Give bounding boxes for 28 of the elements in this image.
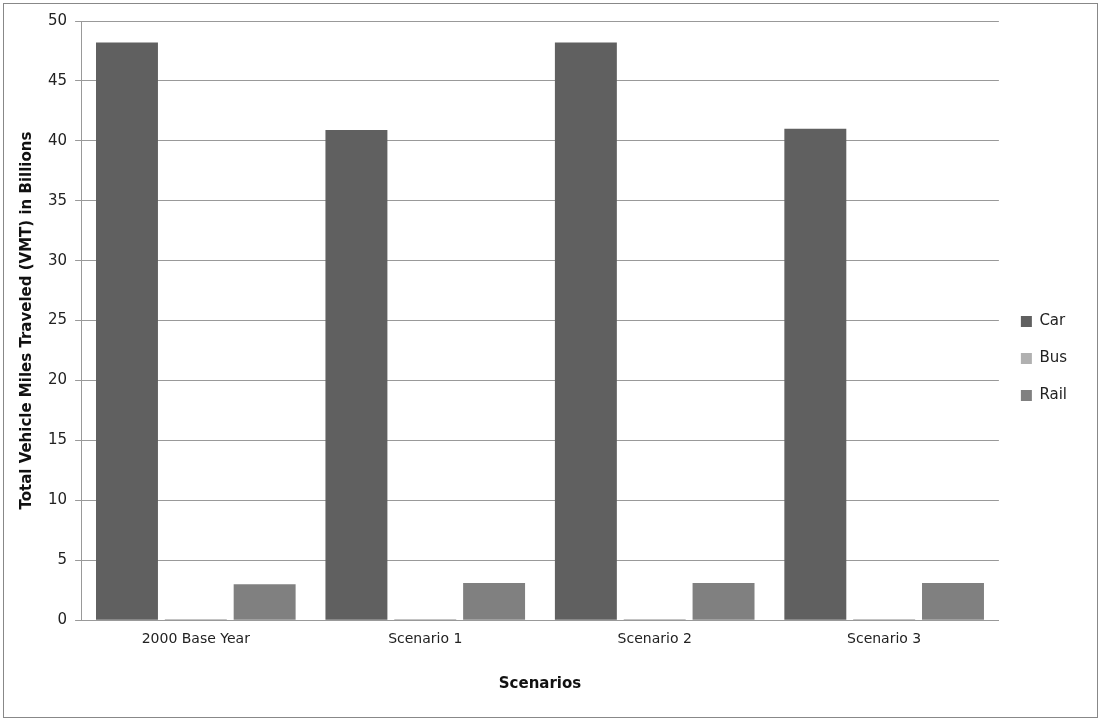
y-tick-label: 0	[57, 610, 68, 629]
legend-label: Rail	[1039, 385, 1068, 404]
y-tick-label: 20	[47, 370, 68, 389]
x-tick-label: Scenario 1	[388, 630, 463, 647]
bar	[692, 583, 755, 620]
bar	[96, 42, 158, 620]
legend-label: Car	[1039, 311, 1067, 330]
y-tick-label: 25	[47, 310, 68, 329]
y-tick-label: 35	[47, 190, 68, 209]
legend-label: Bus	[1039, 348, 1068, 367]
x-tick-label: Scenario 3	[847, 630, 922, 647]
bar	[554, 42, 617, 620]
y-tick-label: 45	[47, 70, 68, 89]
x-tick-label: Scenario 2	[617, 630, 692, 647]
bar	[233, 584, 296, 620]
y-tick-label: 15	[47, 430, 68, 449]
y-tick-label: 30	[47, 250, 68, 269]
x-axis-title: Scenarios	[498, 673, 582, 692]
bar	[922, 583, 984, 620]
y-tick-label: 5	[57, 550, 68, 569]
x-tick-label: 2000 Base Year	[141, 630, 251, 647]
y-axis-title: Total Vehicle Miles Traveled (VMT) in Billions	[16, 131, 35, 510]
y-tick-label: 10	[47, 490, 68, 509]
bar	[325, 130, 388, 620]
y-tick-label: 40	[47, 130, 68, 149]
bar	[463, 583, 526, 620]
bar	[784, 128, 847, 620]
y-tick-label: 50	[47, 10, 68, 29]
